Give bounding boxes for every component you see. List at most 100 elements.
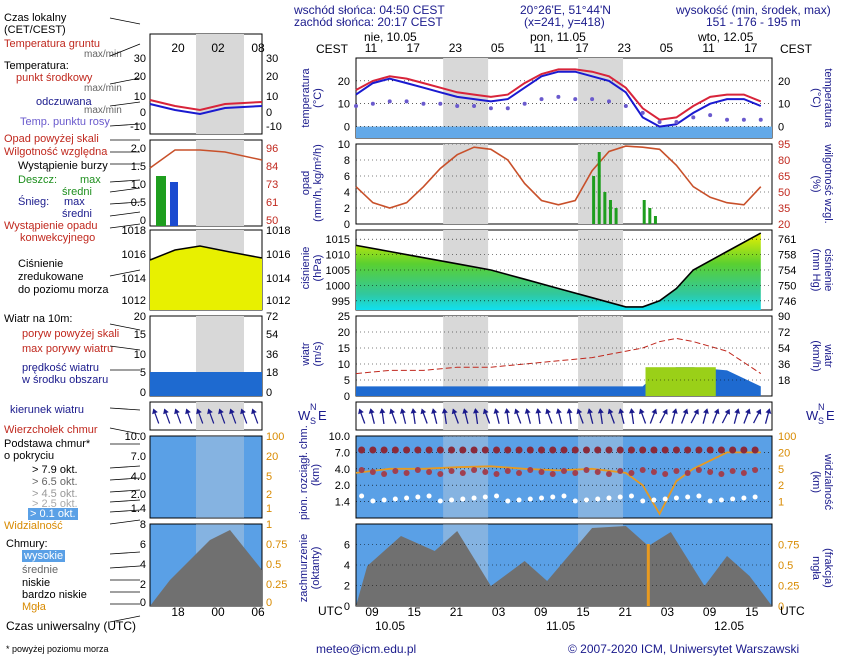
cloud-base-light-15 [527,496,533,502]
legend-connector-0 [109,17,141,25]
legend-wind: Wiatr na 10m: [4,313,73,325]
pressure-ytick-left-3: 1010 [326,250,350,262]
cloud-base-dot-28 [673,468,680,474]
legend-pressure-2: zredukowane [18,271,84,283]
legend-connector-3 [109,101,141,107]
coverage-area [356,526,772,606]
mini-temp-night [196,34,244,134]
mini-humidity-ytick-4: 50 [266,215,278,227]
bottom-hour-9: 15 [745,605,759,619]
cloud-base-dot-7 [437,471,444,477]
mini-temp-ytick-left-2: 10 [134,91,146,103]
wind-arrow-5 [410,408,417,425]
mini-fog-ytick-2: 0.5 [266,559,281,571]
legend-oct45: > 4.5 okt. [32,488,78,500]
cloud-top-dot-0 [358,446,366,454]
legend-connector-26 [109,551,141,555]
wind-arrow-36 [733,408,741,424]
wind-arrow-head-10 [462,408,469,414]
legend-cloud-top: Wierzchołek chmur [4,424,98,436]
legend-rain-max: max [80,174,101,186]
wind-arrow-18 [545,408,553,424]
pressure-ytick-left-1: 1000 [326,280,350,292]
legend-pressure-1: Ciśnienie [18,258,64,270]
cloud-base-light-28 [673,495,679,501]
mini-pressure-ytick-left-3: 1012 [122,295,146,307]
axis-title-temperature-right: temperatura (°C) [810,60,834,136]
wind-arrow-17 [535,408,542,425]
wind-arrow-head-36 [734,408,741,414]
legend-oct25: > 2.5 okt. [32,498,78,510]
mini-precip-ytick-0: 2.0 [131,143,146,155]
legend-connector-8 [109,179,141,183]
wind-arrow-head-34 [713,408,720,415]
mini-cloud-ytick-left-4: 1.4 [131,503,146,515]
legend-max-min-2: max/min [84,83,122,94]
dew-point-dot-17 [640,110,645,115]
wind-arrow-31 [680,408,689,424]
legend-connector-10 [109,201,141,205]
dew-point-dot-7 [472,104,477,108]
cloud-base-light-18 [561,493,567,499]
mini-wind-ytick-right-4: 0 [266,387,272,399]
humidity-ytick-right-1: 50 [778,187,790,199]
mini-pressure-ytick-right-3: 1012 [266,295,290,307]
wind-arrow-23 [597,408,604,425]
wind-arrow-8 [441,408,448,425]
dew-point-dot-23 [741,117,746,122]
dew-point-dot-21 [708,113,713,118]
legend-convective: Wystąpienie opadu [4,220,98,232]
cloud-base-light-19 [572,498,578,504]
wind-arrow-2 [379,408,386,425]
axis-title-cloud-vert: pion. rozciągł. chm. (km) [298,425,322,520]
top-hour-0: 11 [365,41,378,55]
dew-point-dot-11 [539,97,544,102]
compass-left-s: S [310,416,317,426]
humidity-ytick-left-2: 6 [344,171,350,183]
mini-wind-area [150,372,262,396]
wind-ytick-left-1: 10 [338,359,350,371]
legend-connector-14 [109,323,141,331]
cloud-base-dot-29 [684,470,691,476]
mini-temp-ytick-left-4: -10 [130,121,146,133]
cloud-base-light-17 [550,494,556,500]
cloud-top-dot-1 [369,446,377,454]
coverage-ytick-right-0: 0.25 [778,581,799,593]
cloud-top-dot-35 [751,446,759,454]
wind-arrow-26 [629,408,635,425]
coverage-ytick-right-2: 0.75 [778,540,799,552]
axis-title-pressure-mm-unit: (mm Hg) [810,248,822,292]
compass-right-n: N [818,402,825,412]
mini-prec-night [196,140,244,226]
cloud-top-dot-15 [526,446,534,454]
dew-point-dot-1 [370,101,375,106]
mini-precip-ytick-4: 0 [140,215,146,227]
cloud-base-dot-34 [740,470,747,476]
wind-ytick-right-0: 18 [778,375,790,387]
bottom-hour-0: 09 [365,605,379,619]
wind-arrow-head-13 [493,408,500,414]
date-top-3: wto, 12.05 [698,30,754,44]
mini-wind-ytick-left-2: 10 [134,349,146,361]
legend-wind-speed-2: w środku obszaru [22,374,109,386]
wind-arrow-39 [764,408,772,424]
sunrise-text: wschód słońca: 04:50 CEST [294,3,445,17]
axis-title-temperature-right-unit: (°C) [810,88,822,108]
cloud-ytick-right-1: 2 [778,480,784,492]
axis-title-fog-text: mgła [810,556,822,580]
cloud-base-dot-22 [605,471,612,477]
mini-cov-ytick-left-0: 8 [140,519,146,531]
wind-arrow-head-30 [671,408,678,414]
top-hour-9: 17 [744,41,758,55]
mini-wind-arrow-head-7 [229,408,235,415]
footer-email[interactable]: meteo@icm.edu.pl [316,642,417,656]
mini-wind-ytick-right-3: 18 [266,367,278,379]
mini-cloud-ytick-left-3: 2.0 [131,489,146,501]
cloud-top-dot-16 [538,446,546,454]
humidity-ytick-right-0: 35 [778,203,790,215]
wind-dir-panel-frame [355,401,773,431]
axis-title-temperature-unit: (°C) [312,88,324,108]
cloud-base-light-33 [730,496,736,502]
top-hour-4: 11 [534,41,547,55]
mini-visibility-ytick-1: 20 [266,451,278,463]
